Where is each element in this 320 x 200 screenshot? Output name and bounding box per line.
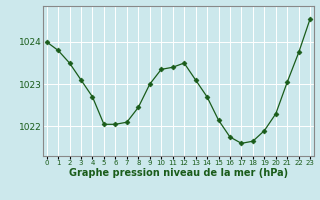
X-axis label: Graphe pression niveau de la mer (hPa): Graphe pression niveau de la mer (hPa) [69, 168, 288, 178]
